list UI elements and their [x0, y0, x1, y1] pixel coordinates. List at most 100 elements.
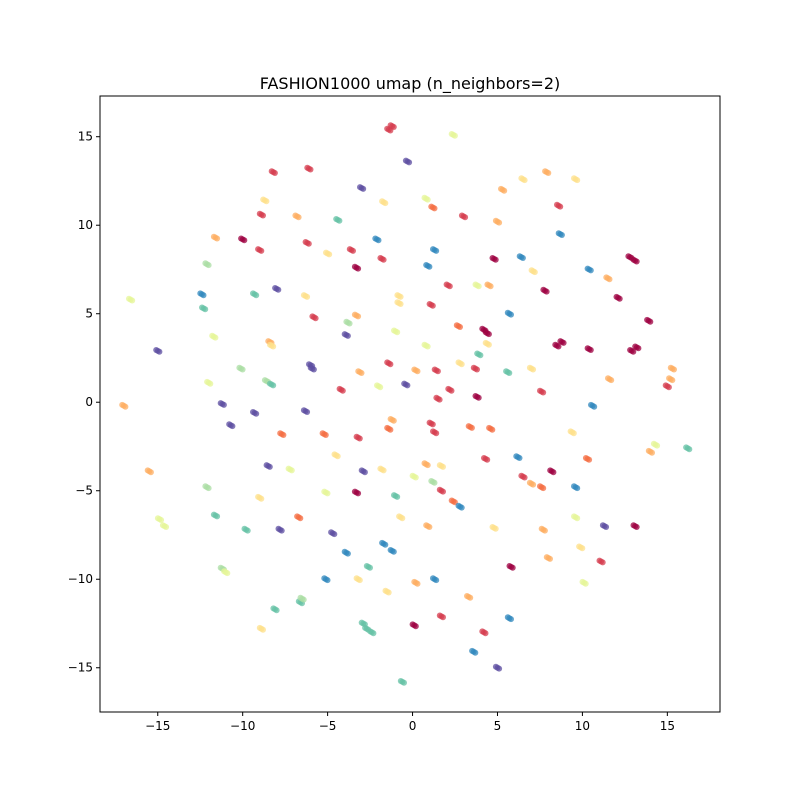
data-point — [397, 293, 404, 300]
data-point — [647, 318, 654, 325]
data-point — [361, 469, 368, 476]
data-point — [606, 276, 613, 283]
data-point — [355, 265, 362, 272]
data-point — [633, 258, 640, 265]
data-point — [630, 348, 637, 355]
data-point — [394, 493, 401, 500]
data-point — [312, 315, 319, 322]
data-point — [207, 380, 214, 387]
x-tick-label: 15 — [660, 719, 675, 733]
data-point — [519, 255, 526, 261]
data-point — [440, 488, 446, 495]
data-point — [665, 384, 672, 391]
data-point — [582, 580, 589, 587]
data-point — [412, 623, 419, 630]
data-point — [485, 331, 492, 338]
data-point — [451, 132, 458, 139]
data-point — [344, 332, 351, 339]
data-point — [278, 527, 285, 534]
data-point — [424, 462, 431, 469]
data-point — [387, 426, 394, 433]
x-tick-label: 0 — [409, 719, 417, 733]
data-point — [434, 368, 441, 375]
data-point — [531, 269, 538, 276]
data-point — [587, 267, 594, 274]
data-point — [484, 456, 491, 463]
data-point — [424, 343, 431, 350]
data-point — [487, 283, 494, 290]
data-point — [382, 541, 389, 548]
data-point — [608, 377, 615, 384]
data-point — [489, 426, 496, 433]
data-point — [300, 596, 307, 603]
data-point — [356, 435, 363, 442]
data-point — [375, 237, 382, 244]
data-point — [220, 401, 227, 408]
data-point — [540, 485, 547, 492]
data-point — [258, 495, 265, 502]
y-tick-label: 15 — [78, 130, 93, 144]
data-point — [543, 288, 550, 295]
x-tick-label: −5 — [319, 719, 337, 733]
data-point — [350, 247, 356, 254]
data-point — [339, 387, 346, 394]
data-point — [397, 301, 404, 307]
data-point — [426, 524, 433, 530]
data-point — [387, 361, 394, 368]
data-point — [334, 453, 341, 460]
data-point — [433, 430, 440, 437]
data-point — [457, 324, 463, 330]
data-point — [270, 343, 277, 350]
data-point — [579, 545, 586, 552]
data-point — [297, 515, 304, 522]
data-point — [440, 614, 446, 621]
data-point — [266, 463, 273, 470]
data-point — [305, 240, 312, 247]
data-point — [394, 329, 401, 336]
data-point — [477, 352, 484, 359]
data-point — [212, 334, 219, 341]
data-point — [475, 394, 482, 401]
data-point — [229, 423, 236, 430]
data-point — [273, 607, 280, 614]
data-point — [360, 185, 367, 192]
data-point — [474, 366, 480, 373]
y-tick-label: −15 — [68, 661, 93, 675]
data-point — [406, 159, 413, 166]
data-point — [331, 531, 338, 538]
y-tick-label: 5 — [85, 307, 93, 321]
data-point — [506, 370, 513, 376]
y-axis: −15 −10 −5 0 5 10 15 — [68, 130, 100, 675]
data-point — [271, 170, 278, 176]
data-point — [587, 347, 594, 353]
data-point — [147, 469, 154, 476]
data-point — [156, 348, 163, 355]
data-point — [508, 616, 514, 623]
x-tick-label: 10 — [575, 719, 590, 733]
data-point — [616, 295, 623, 302]
data-point — [202, 306, 209, 313]
data-point — [475, 283, 482, 290]
data-point — [205, 262, 212, 269]
data-point — [304, 293, 311, 300]
data-point — [508, 311, 514, 318]
data-point — [492, 525, 499, 532]
data-point — [414, 368, 421, 375]
data-point — [633, 524, 640, 530]
data-point — [482, 630, 489, 637]
data-point — [324, 490, 331, 497]
data-point — [414, 580, 421, 587]
data-point — [258, 247, 265, 254]
data-point — [530, 481, 537, 488]
data-point — [310, 366, 317, 373]
data-point — [390, 124, 397, 130]
data-point — [458, 504, 465, 511]
data-point — [260, 626, 266, 633]
data-point — [158, 517, 165, 523]
data-point — [558, 232, 565, 238]
data-point — [591, 403, 598, 410]
data-point — [377, 384, 384, 391]
data-point — [649, 449, 655, 456]
data-point — [429, 302, 436, 309]
